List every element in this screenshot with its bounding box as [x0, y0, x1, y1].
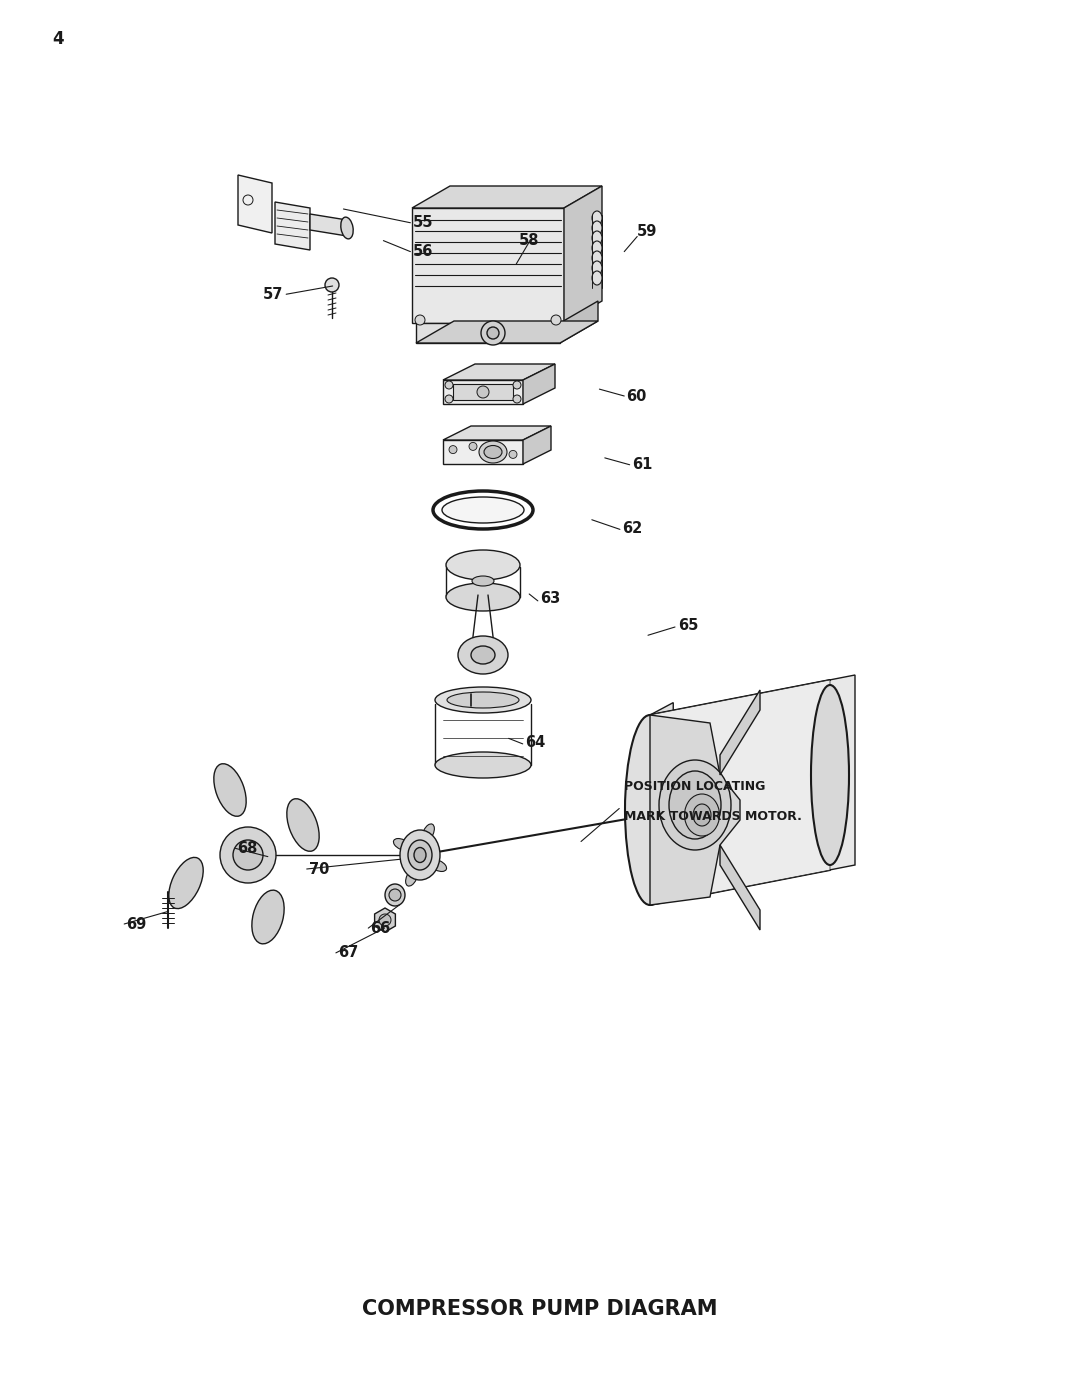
Circle shape — [477, 386, 489, 397]
Polygon shape — [650, 681, 831, 905]
Ellipse shape — [625, 715, 675, 905]
Circle shape — [513, 395, 521, 403]
Text: 68: 68 — [238, 842, 258, 855]
Polygon shape — [443, 440, 523, 463]
Ellipse shape — [446, 583, 519, 610]
Text: 4: 4 — [52, 29, 64, 48]
Ellipse shape — [252, 890, 284, 943]
Ellipse shape — [592, 252, 602, 265]
Ellipse shape — [430, 859, 446, 872]
Ellipse shape — [214, 763, 246, 817]
Ellipse shape — [693, 804, 711, 826]
Circle shape — [509, 451, 517, 458]
Ellipse shape — [811, 685, 849, 865]
Text: 63: 63 — [540, 591, 561, 605]
Ellipse shape — [458, 637, 508, 674]
Polygon shape — [650, 675, 855, 905]
Polygon shape — [443, 380, 523, 404]
Text: 60: 60 — [626, 389, 647, 403]
Circle shape — [481, 320, 505, 345]
Ellipse shape — [341, 217, 353, 239]
Circle shape — [220, 826, 276, 883]
Circle shape — [469, 443, 477, 451]
Polygon shape — [275, 202, 310, 250]
Circle shape — [449, 446, 457, 454]
Polygon shape — [650, 703, 673, 905]
Polygon shape — [720, 846, 760, 930]
Ellipse shape — [480, 441, 507, 463]
Polygon shape — [720, 690, 760, 775]
Circle shape — [415, 315, 426, 324]
Polygon shape — [523, 426, 551, 463]
Polygon shape — [416, 323, 561, 342]
Ellipse shape — [168, 858, 203, 909]
Ellipse shape — [659, 760, 731, 850]
Ellipse shape — [406, 869, 418, 886]
Polygon shape — [375, 908, 395, 932]
Polygon shape — [238, 175, 272, 232]
Ellipse shape — [287, 799, 320, 851]
Ellipse shape — [669, 771, 721, 839]
Ellipse shape — [472, 576, 494, 586]
Ellipse shape — [592, 210, 602, 226]
Text: 55: 55 — [413, 216, 433, 230]
Circle shape — [445, 381, 453, 389]
Ellipse shape — [592, 221, 602, 235]
Circle shape — [379, 914, 391, 925]
Polygon shape — [411, 208, 564, 323]
Polygon shape — [564, 186, 602, 323]
Polygon shape — [650, 715, 740, 905]
Polygon shape — [310, 214, 347, 236]
Text: 56: 56 — [413, 245, 433, 258]
Circle shape — [445, 395, 453, 403]
Polygon shape — [523, 364, 555, 404]
Circle shape — [325, 278, 339, 292]
Ellipse shape — [384, 884, 405, 906]
Ellipse shape — [592, 231, 602, 245]
Ellipse shape — [435, 688, 531, 714]
Circle shape — [513, 381, 521, 389]
Text: 59: 59 — [637, 224, 658, 238]
Text: 62: 62 — [622, 521, 643, 535]
Circle shape — [487, 327, 499, 340]
Circle shape — [551, 315, 561, 324]
Text: COMPRESSOR PUMP DIAGRAM: COMPRESSOR PUMP DIAGRAM — [362, 1299, 718, 1319]
Text: 58: 58 — [518, 234, 539, 248]
Text: 66: 66 — [370, 921, 391, 935]
Ellipse shape — [435, 752, 531, 778]
Polygon shape — [411, 186, 602, 208]
Ellipse shape — [393, 839, 410, 850]
Text: 69: 69 — [126, 917, 147, 931]
Polygon shape — [443, 364, 555, 380]
Ellipse shape — [685, 793, 719, 836]
Ellipse shape — [414, 847, 426, 862]
Ellipse shape — [422, 824, 434, 840]
Polygon shape — [453, 384, 513, 400]
Text: 57: 57 — [262, 287, 283, 301]
Ellipse shape — [592, 271, 602, 285]
Polygon shape — [443, 426, 551, 440]
Polygon shape — [561, 301, 598, 342]
Text: 64: 64 — [525, 736, 545, 749]
Ellipse shape — [447, 692, 519, 708]
Text: MARK TOWARDS MOTOR.: MARK TOWARDS MOTOR. — [624, 810, 802, 824]
Polygon shape — [416, 320, 598, 342]
Ellipse shape — [592, 261, 602, 275]
Ellipse shape — [592, 241, 602, 254]
Text: 61: 61 — [632, 458, 652, 472]
Ellipse shape — [446, 550, 519, 580]
Text: 67: 67 — [338, 946, 359, 960]
Circle shape — [389, 890, 401, 901]
Text: 65: 65 — [678, 619, 699, 632]
Text: 70: 70 — [309, 862, 329, 876]
Ellipse shape — [471, 646, 495, 664]
Ellipse shape — [400, 830, 440, 880]
Ellipse shape — [408, 840, 432, 870]
Circle shape — [233, 840, 264, 870]
Text: POSITION LOCATING: POSITION LOCATING — [624, 780, 766, 793]
Ellipse shape — [442, 496, 524, 522]
Ellipse shape — [484, 446, 502, 458]
